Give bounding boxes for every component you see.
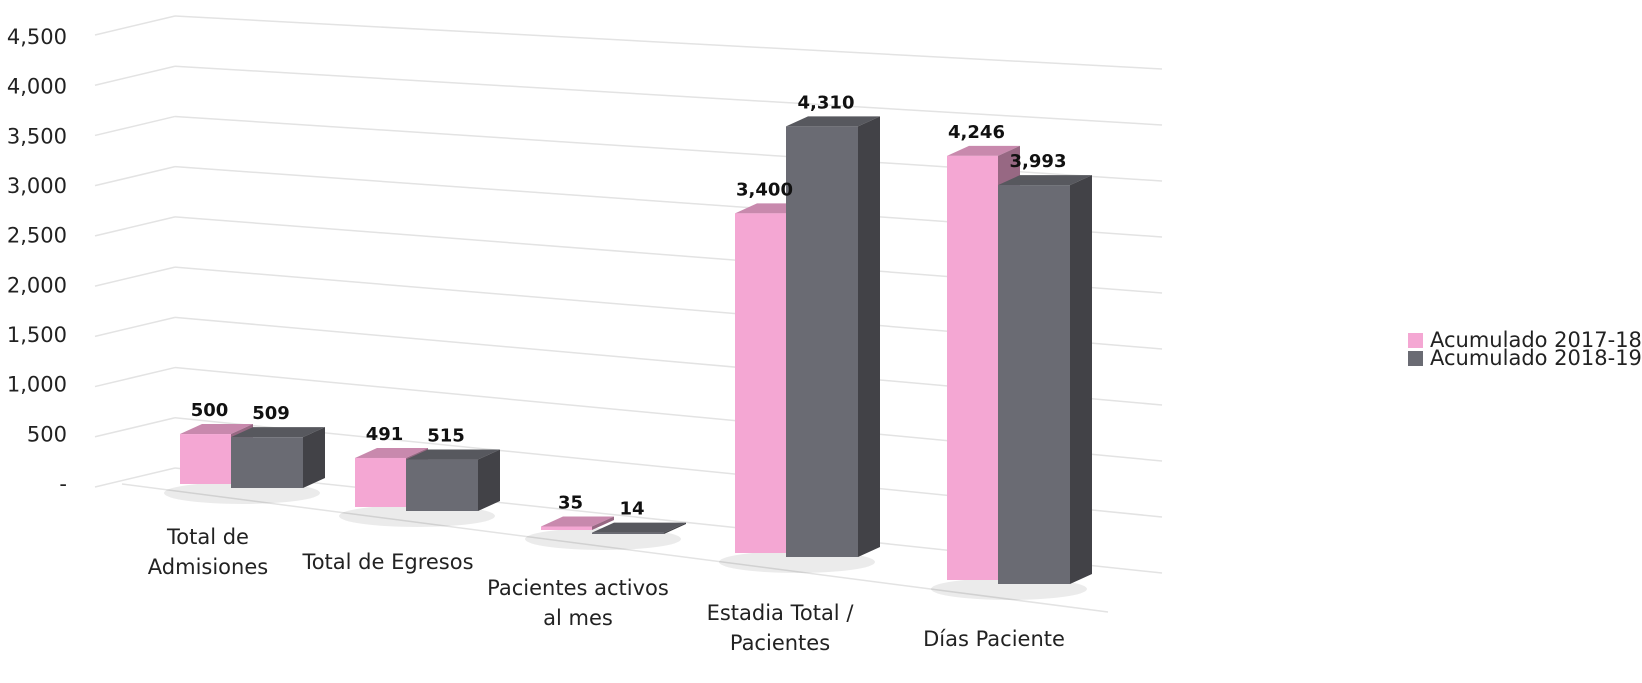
category-label: Estadia Total / xyxy=(707,601,855,625)
bar-top xyxy=(998,175,1092,186)
data-label: 4,310 xyxy=(798,92,855,113)
gridline-side xyxy=(94,165,176,187)
category-label: al mes xyxy=(543,606,613,630)
bar xyxy=(947,155,998,581)
category-label: Total de Egresos xyxy=(301,550,473,574)
bar-side xyxy=(858,116,880,557)
bar xyxy=(735,213,786,553)
gridline-side xyxy=(94,467,176,488)
y-tick-label: 1,000 xyxy=(7,373,67,397)
bar xyxy=(180,434,231,484)
y-tick-label: 1,500 xyxy=(7,323,67,347)
category-label: Pacientes activos xyxy=(487,576,669,600)
bar-top xyxy=(180,424,253,435)
gridline-side xyxy=(94,15,176,36)
legend-swatch-2018-19 xyxy=(1408,351,1423,366)
gridline-side xyxy=(94,115,176,137)
category-label: Admisiones xyxy=(148,555,268,579)
data-label: 515 xyxy=(427,426,465,447)
data-label: 35 xyxy=(558,493,583,514)
bar-side xyxy=(592,516,614,530)
floor-edge xyxy=(121,483,1109,613)
bar-top xyxy=(541,516,614,527)
bar-top xyxy=(231,427,325,438)
bars xyxy=(180,116,1092,584)
y-tick-label: - xyxy=(59,472,67,496)
category-label: Total de xyxy=(166,525,249,549)
y-tick-label: 4,000 xyxy=(7,75,67,99)
bar-top xyxy=(406,449,500,460)
gridline xyxy=(174,65,1163,126)
category-label: Pacientes xyxy=(730,631,830,655)
legend: Acumulado 2017-18 Acumulado 2018-19 xyxy=(1408,328,1642,370)
gridline-side xyxy=(94,266,176,287)
label-leader xyxy=(1059,126,1079,139)
y-tick-label: 3,000 xyxy=(7,174,67,198)
gridline-side xyxy=(94,216,176,237)
bar xyxy=(786,126,858,557)
bar xyxy=(355,457,406,507)
bar xyxy=(592,532,664,534)
data-label: 491 xyxy=(366,424,404,445)
bar xyxy=(998,185,1070,584)
bar xyxy=(541,526,592,530)
gridline xyxy=(174,15,1163,70)
y-tick-label: 3,500 xyxy=(7,124,67,148)
legend-swatch-2017-18 xyxy=(1408,333,1423,348)
bar-side xyxy=(1070,175,1092,584)
bar-side xyxy=(478,449,500,511)
bar-side xyxy=(303,427,325,488)
bar-top xyxy=(592,522,686,533)
legend-label-2018-19: Acumulado 2018-19 xyxy=(1430,346,1642,370)
y-tick-label: 2,000 xyxy=(7,273,67,297)
y-axis-ticks: - 500 1,000 1,500 2,000 2,500 3,000 3,500 4,000 4… xyxy=(7,25,67,496)
bar-side xyxy=(664,522,686,534)
gridline-side xyxy=(94,316,176,338)
bar-top xyxy=(355,447,428,458)
gridline-side xyxy=(94,366,176,388)
category-label: Días Paciente xyxy=(923,627,1065,651)
data-label: 3,400 xyxy=(736,179,793,200)
data-label: 3,993 xyxy=(1010,151,1067,172)
y-tick-label: 500 xyxy=(27,422,67,446)
legend-label-2017-18: Acumulado 2017-18 xyxy=(1430,328,1642,352)
gridline-side xyxy=(94,417,176,438)
data-label: 14 xyxy=(619,499,644,520)
bar xyxy=(231,437,303,488)
data-label: 500 xyxy=(191,400,229,421)
bar xyxy=(406,459,478,511)
y-tick-label: 4,500 xyxy=(7,25,67,49)
y-tick-label: 2,500 xyxy=(7,224,67,248)
bar-top xyxy=(786,116,880,127)
bar-top xyxy=(947,145,1020,156)
data-label: 4,246 xyxy=(948,122,1005,143)
data-label: 509 xyxy=(252,403,290,424)
category-labels: Total de Admisiones Total de Egresos Pacien… xyxy=(148,525,1065,655)
gridline-side xyxy=(94,65,176,86)
